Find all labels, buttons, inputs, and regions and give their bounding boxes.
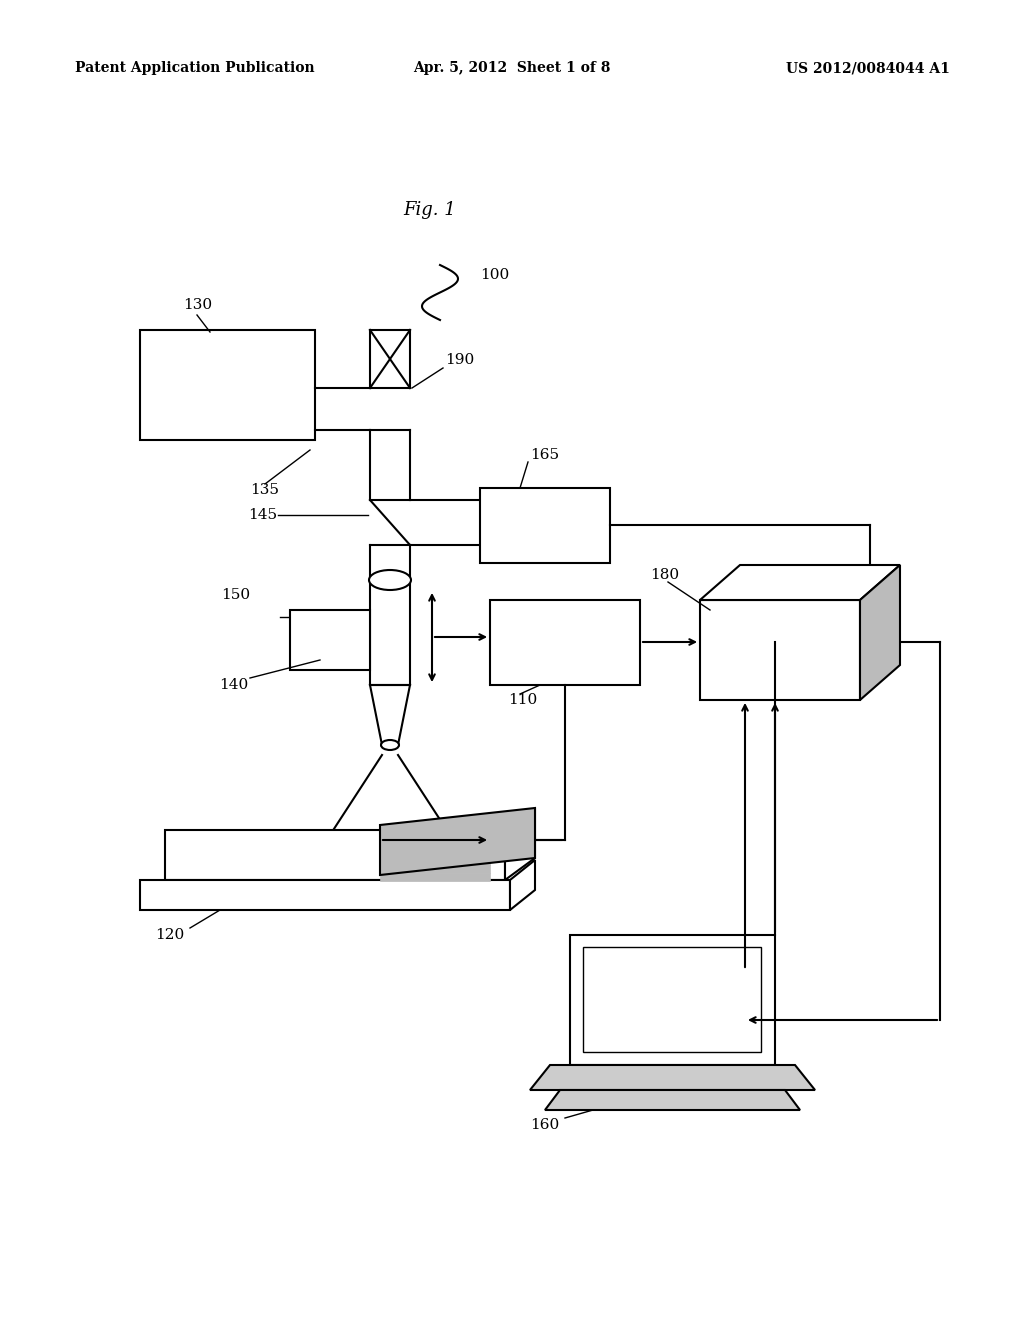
Bar: [380, 857, 490, 865]
Text: 190: 190: [445, 352, 474, 367]
Bar: [380, 833, 490, 841]
Ellipse shape: [369, 570, 411, 590]
Bar: [140, 880, 510, 909]
Text: US 2012/0084044 A1: US 2012/0084044 A1: [786, 61, 950, 75]
Bar: [165, 830, 505, 880]
Bar: [700, 601, 860, 700]
Text: 110: 110: [508, 693, 538, 708]
Polygon shape: [510, 861, 535, 909]
Polygon shape: [505, 808, 535, 880]
Text: 130: 130: [183, 298, 212, 312]
Bar: [380, 865, 490, 873]
Bar: [290, 610, 370, 671]
Text: 100: 100: [480, 268, 509, 282]
Text: 145: 145: [248, 508, 278, 521]
Bar: [570, 935, 775, 1065]
Text: 135: 135: [250, 483, 279, 498]
Text: 140: 140: [219, 678, 248, 692]
Text: 180: 180: [650, 568, 679, 582]
Ellipse shape: [381, 741, 399, 750]
Bar: [380, 849, 490, 857]
Text: Fig. 1: Fig. 1: [403, 201, 457, 219]
Text: 160: 160: [530, 1118, 559, 1133]
Text: Apr. 5, 2012  Sheet 1 of 8: Apr. 5, 2012 Sheet 1 of 8: [414, 61, 610, 75]
Polygon shape: [545, 1090, 800, 1110]
Bar: [140, 330, 315, 440]
Polygon shape: [530, 1065, 815, 1090]
Polygon shape: [700, 565, 900, 601]
Bar: [480, 488, 610, 564]
Polygon shape: [860, 565, 900, 700]
Bar: [583, 946, 761, 1052]
Text: Patent Application Publication: Patent Application Publication: [75, 61, 314, 75]
Text: 165: 165: [530, 447, 559, 462]
Polygon shape: [380, 808, 535, 875]
Bar: [380, 873, 490, 880]
Bar: [380, 841, 490, 849]
Text: 150: 150: [221, 587, 250, 602]
Bar: [490, 601, 640, 685]
Text: 120: 120: [155, 928, 184, 942]
